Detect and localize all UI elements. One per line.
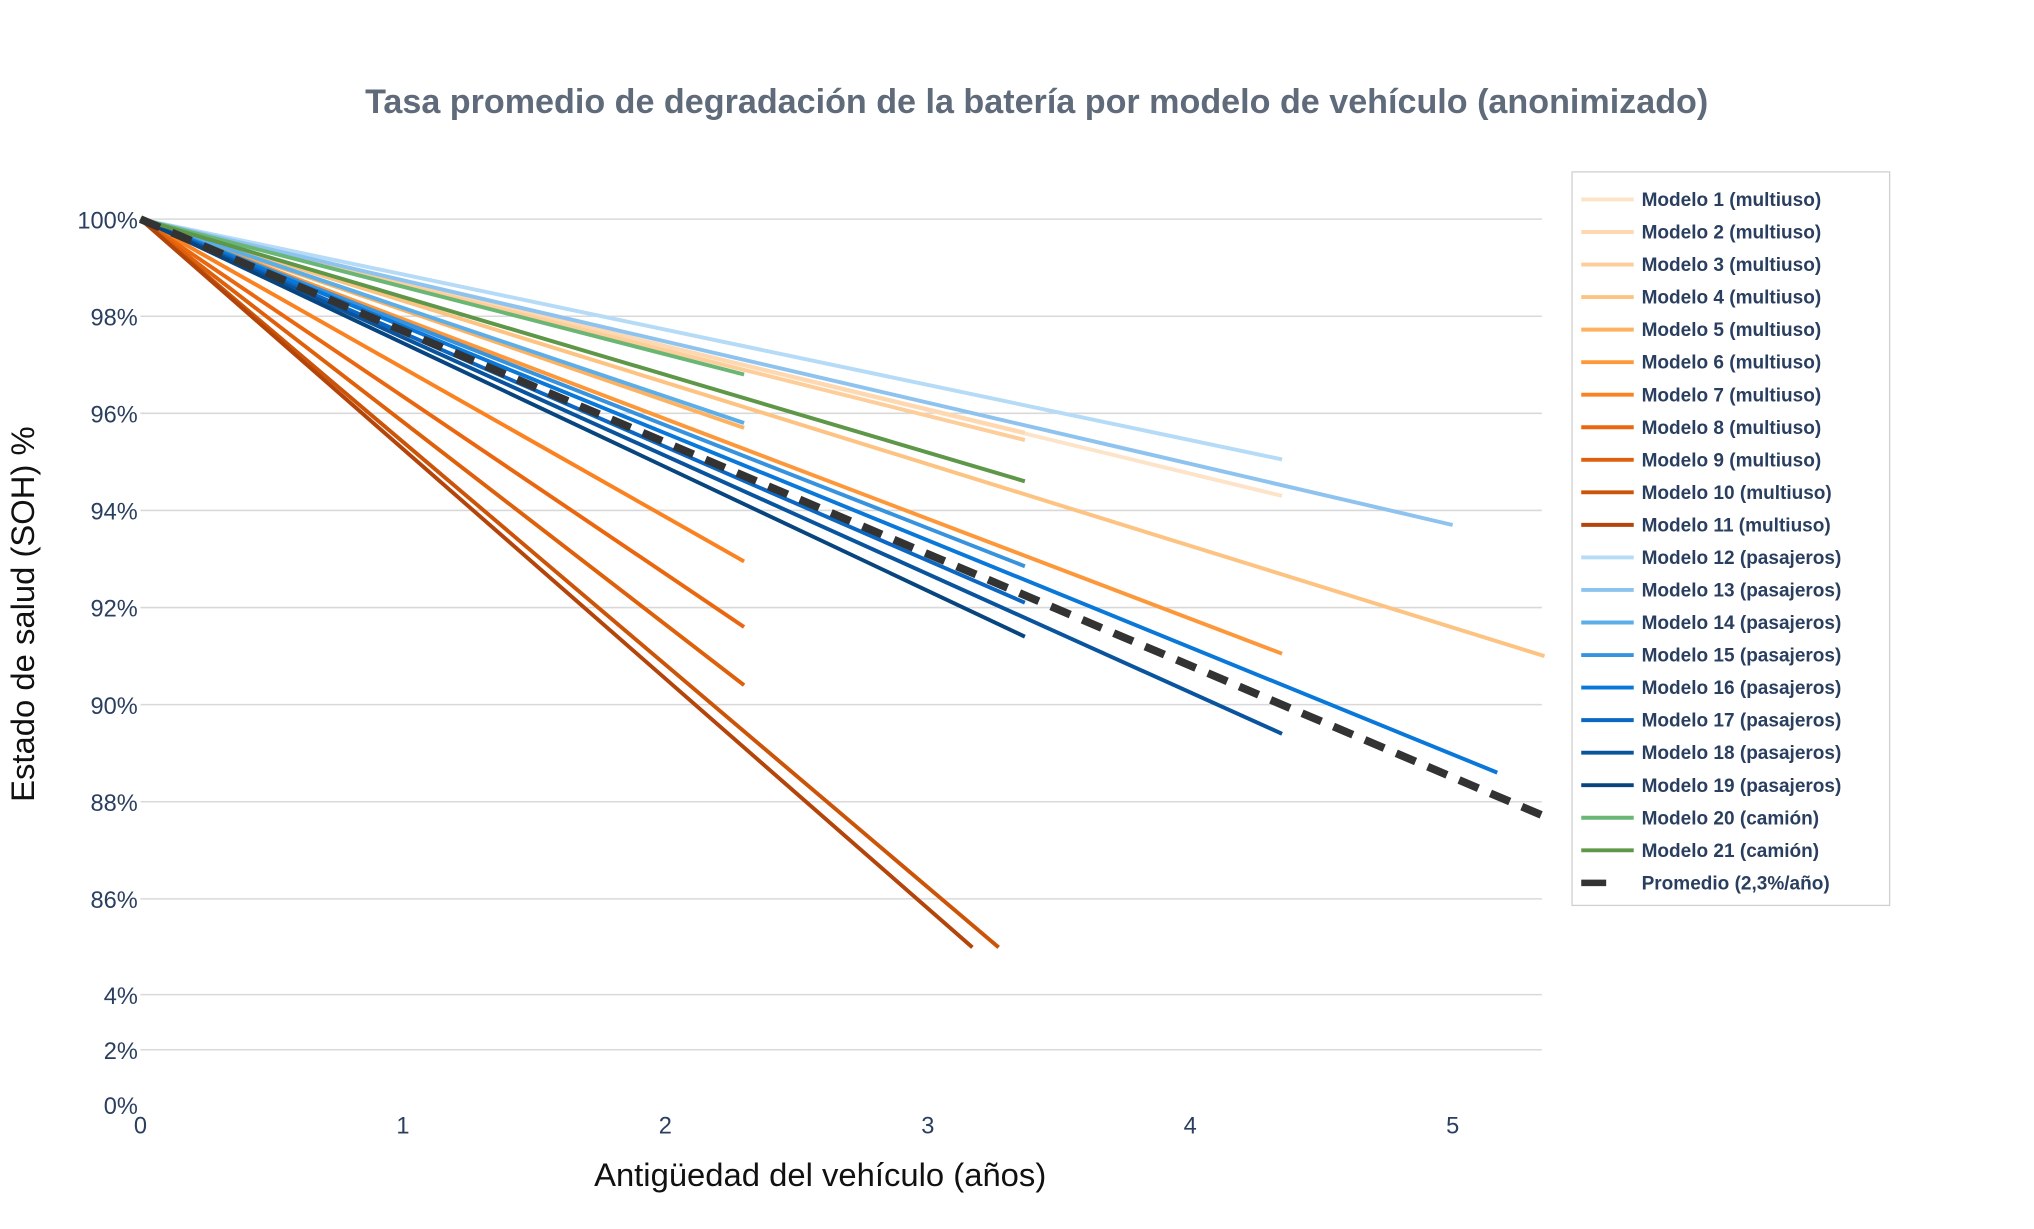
y-tick-label: 94% xyxy=(91,500,138,526)
legend-item[interactable]: Modelo 17 (pasajeros) xyxy=(1642,711,1842,732)
legend-box xyxy=(1571,171,1891,907)
legend-item[interactable]: Modelo 2 (multiuso) xyxy=(1642,223,1822,244)
series-line-18 xyxy=(139,217,1283,736)
x-axis-ticks: 0 1 2 3 4 5 xyxy=(134,1114,1459,1140)
legend-item[interactable]: Modelo 9 (multiuso) xyxy=(1642,450,1822,471)
y-tick-label: 100% xyxy=(77,208,137,234)
series-line-12 xyxy=(140,217,1283,462)
x-tick-label: 0 xyxy=(134,1114,147,1140)
series-line-7 xyxy=(139,217,746,564)
series-line-11 xyxy=(139,217,974,949)
legend-item[interactable]: Modelo 14 (pasajeros) xyxy=(1642,613,1842,634)
series-line-6 xyxy=(139,217,1283,656)
x-tick-label: 3 xyxy=(921,1114,934,1140)
series-line-4 xyxy=(139,217,1546,658)
y-tick-label: 90% xyxy=(91,694,138,720)
series-lines xyxy=(138,215,1547,949)
y-tick-label: 2% xyxy=(104,1039,138,1065)
y-tick-label: 96% xyxy=(91,403,138,429)
series-line-20 xyxy=(139,217,745,377)
legend-item[interactable]: Modelo 19 (pasajeros) xyxy=(1642,776,1842,797)
series-line-21 xyxy=(139,217,1026,484)
series-line-22 xyxy=(138,215,1547,820)
y-tick-label: 88% xyxy=(91,791,138,817)
legend-item[interactable]: Modelo 8 (multiuso) xyxy=(1642,418,1822,439)
legend-item[interactable]: Modelo 5 (multiuso) xyxy=(1642,320,1822,341)
legend-item[interactable]: Modelo 21 (camión) xyxy=(1642,841,1820,862)
legend-item[interactable]: Modelo 12 (pasajeros) xyxy=(1642,548,1842,569)
legend-item[interactable]: Modelo 3 (multiuso) xyxy=(1642,255,1822,276)
series-line-13 xyxy=(140,217,1454,527)
series-line-10 xyxy=(139,217,1000,949)
legend-item[interactable]: Promedio (2,3%/año) xyxy=(1642,873,1830,894)
series-line-9 xyxy=(139,217,746,687)
series-line-19 xyxy=(139,217,1026,639)
gridlines xyxy=(140,218,1542,1051)
legend-item[interactable]: Modelo 10 (multiuso) xyxy=(1642,483,1832,504)
legend: Modelo 1 (multiuso) Modelo 2 (multiuso) Mo… xyxy=(1571,171,1891,907)
chart-title: Tasa promedio de degradación de la bater… xyxy=(365,83,1708,121)
legend-item[interactable]: Modelo 11 (multiuso) xyxy=(1642,515,1831,536)
legend-item[interactable]: Modelo 1 (multiuso) xyxy=(1642,190,1822,211)
x-tick-label: 2 xyxy=(659,1114,672,1140)
x-tick-label: 1 xyxy=(396,1114,409,1140)
y-tick-label: 86% xyxy=(91,888,138,914)
legend-item[interactable]: Modelo 7 (multiuso) xyxy=(1642,385,1822,406)
series-line-14 xyxy=(139,217,745,425)
y-axis-label: Estado de salud (SOH) % xyxy=(4,426,41,802)
legend-item[interactable]: Modelo 18 (pasajeros) xyxy=(1642,743,1842,764)
legend-item[interactable]: Modelo 15 (pasajeros) xyxy=(1642,646,1842,667)
series-line-8 xyxy=(139,217,746,629)
legend-item[interactable]: Modelo 6 (multiuso) xyxy=(1642,353,1822,374)
legend-item[interactable]: Modelo 16 (pasajeros) xyxy=(1642,678,1842,699)
y-tick-label: 98% xyxy=(91,305,138,331)
legend-item[interactable]: Modelo 20 (camión) xyxy=(1642,808,1820,829)
y-axis-ticks: 100% 98% 96% 94% 92% 90% 88% 86% 4% 2% 0% xyxy=(77,208,137,1120)
x-axis-label: Antigüedad del vehículo (años) xyxy=(594,1156,1046,1193)
y-tick-label: 92% xyxy=(91,597,138,623)
x-tick-label: 4 xyxy=(1184,1114,1197,1140)
y-tick-label: 4% xyxy=(104,984,138,1010)
series-line-15 xyxy=(139,217,1026,569)
legend-item[interactable]: Modelo 13 (pasajeros) xyxy=(1642,581,1842,602)
legend-item[interactable]: Modelo 4 (multiuso) xyxy=(1642,288,1822,309)
x-tick-label: 5 xyxy=(1446,1114,1459,1140)
y-tick-label: 0% xyxy=(104,1094,138,1120)
